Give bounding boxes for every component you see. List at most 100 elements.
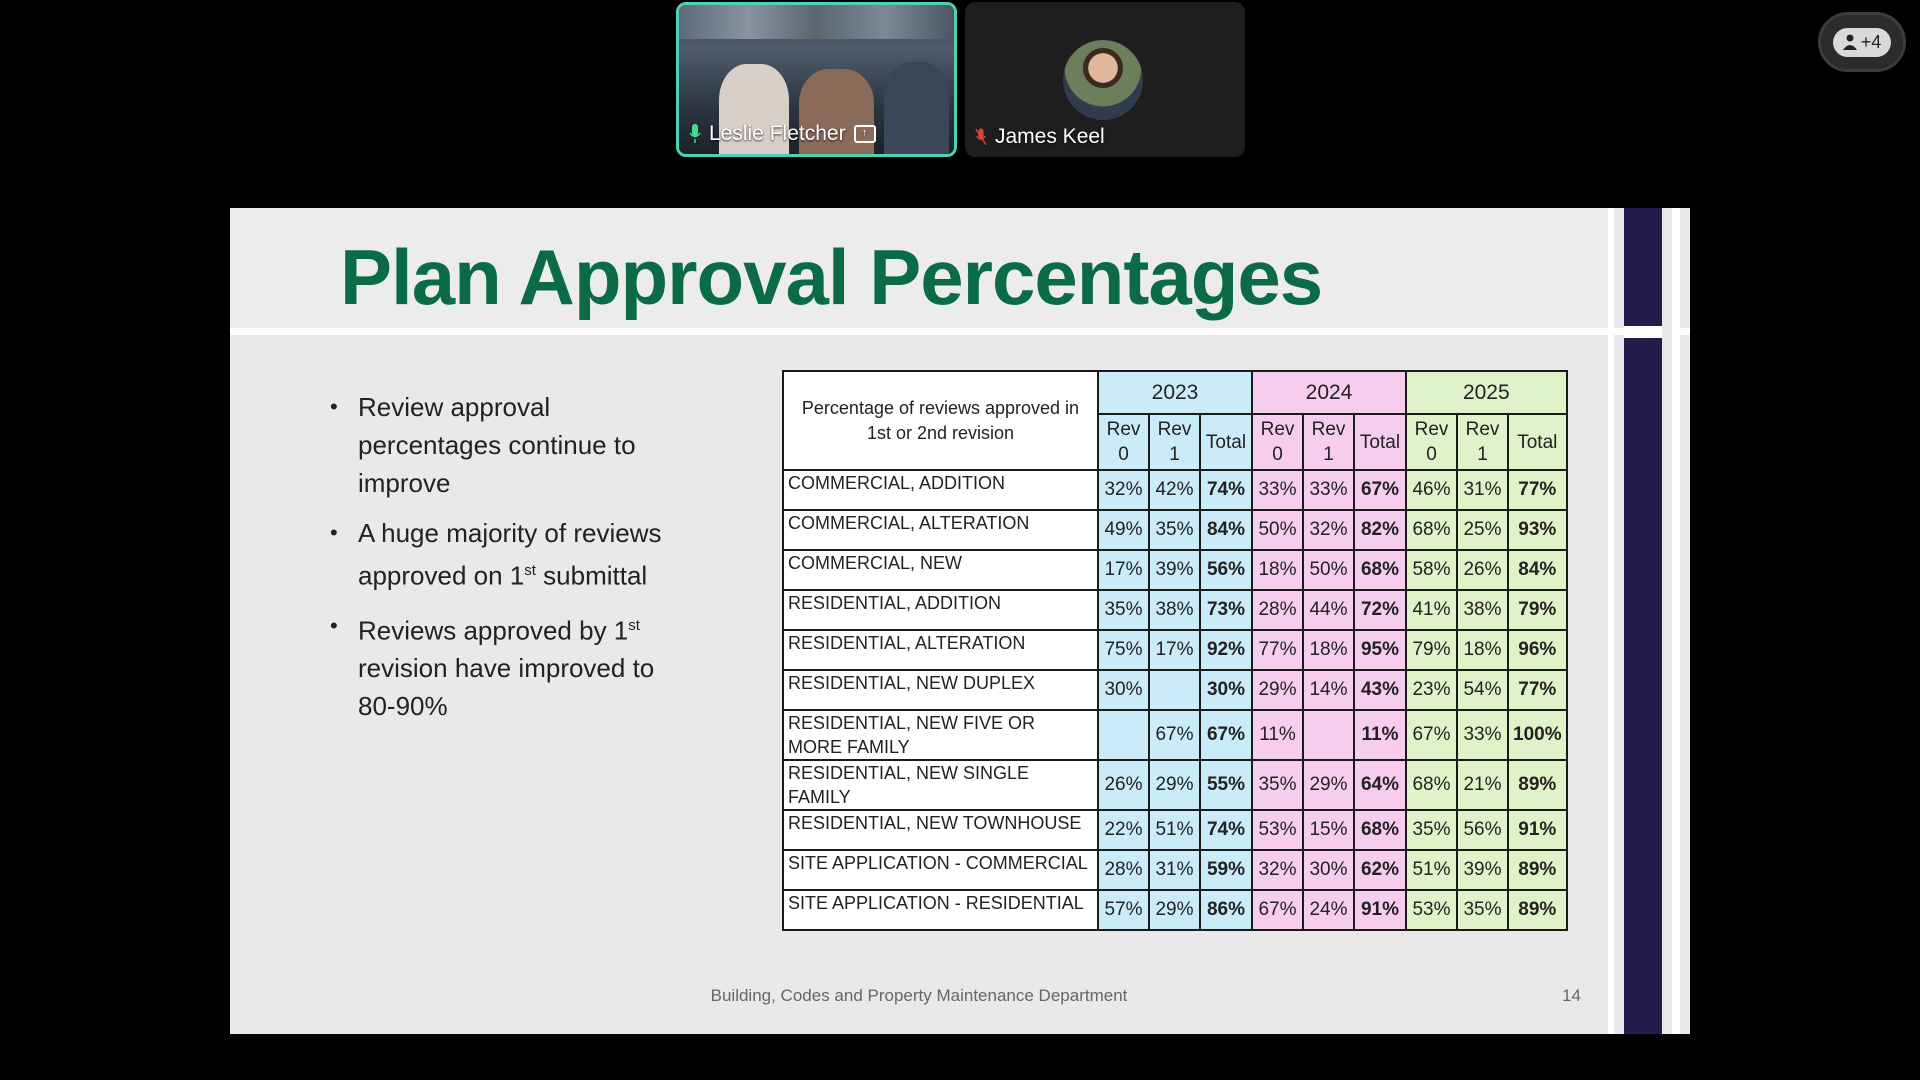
table-header-label: Percentage of reviews approved in 1st or…: [782, 370, 1099, 471]
table-row: SITE APPLICATION - COMMERCIAL 28% 31% 59% 32…: [782, 849, 1568, 891]
value-cell: 35%: [1097, 589, 1150, 631]
participant-name: James Keel: [995, 125, 1105, 148]
table-row: RESIDENTIAL, NEW TOWNHOUSE 22% 51% 74% 53% 15…: [782, 809, 1568, 851]
row-label: RESIDENTIAL, NEW TOWNHOUSE: [782, 809, 1099, 851]
value-cell: 33%: [1456, 709, 1509, 761]
sub-header: Rev 1: [1456, 413, 1509, 471]
value-cell: 17%: [1097, 549, 1150, 591]
value-cell: 50%: [1251, 509, 1304, 551]
total-cell: 59%: [1199, 849, 1253, 891]
more-participants-button[interactable]: +4: [1818, 12, 1906, 72]
bullet-list: Review approval percentages continue to …: [330, 388, 690, 737]
total-cell: 77%: [1507, 669, 1568, 711]
total-cell: 68%: [1353, 549, 1407, 591]
value-cell: 25%: [1456, 509, 1509, 551]
total-cell: 93%: [1507, 509, 1568, 551]
year-header: 2024: [1251, 370, 1407, 415]
value-cell: 11%: [1251, 709, 1304, 761]
sub-header: Rev 0: [1097, 413, 1150, 471]
sub-header: Total: [1199, 413, 1253, 471]
total-cell: 91%: [1353, 889, 1407, 931]
year-header: 2025: [1405, 370, 1568, 415]
participant-label: Leslie Fletcher ↑: [689, 122, 876, 146]
value-cell: 75%: [1097, 629, 1150, 671]
participant-label: James Keel: [975, 125, 1105, 149]
participant-tile-active[interactable]: Leslie Fletcher ↑: [676, 2, 957, 157]
row-label: RESIDENTIAL, ALTERATION: [782, 629, 1099, 671]
value-cell: 31%: [1148, 849, 1201, 891]
value-cell: 46%: [1405, 469, 1458, 511]
value-cell: 32%: [1097, 469, 1150, 511]
total-cell: 55%: [1199, 759, 1253, 811]
more-participants-count: +4: [1860, 31, 1882, 52]
row-label: SITE APPLICATION - RESIDENTIAL: [782, 889, 1099, 931]
total-cell: 82%: [1353, 509, 1407, 551]
value-cell: 18%: [1456, 629, 1509, 671]
bullet-item: Reviews approved by 1st revision have im…: [330, 607, 690, 726]
value-cell: 53%: [1405, 889, 1458, 931]
value-cell: 26%: [1456, 549, 1509, 591]
row-label: COMMERCIAL, ADDITION: [782, 469, 1099, 511]
row-label: RESIDENTIAL, NEW SINGLE FAMILY: [782, 759, 1099, 811]
value-cell: 35%: [1405, 809, 1458, 851]
table-row: RESIDENTIAL, NEW DUPLEX 30% 30% 29% 14% 43% 23…: [782, 669, 1568, 711]
approval-table: Percentage of reviews approved in 1st or…: [782, 370, 1568, 931]
value-cell: 26%: [1097, 759, 1150, 811]
value-cell: 30%: [1097, 669, 1150, 711]
total-cell: 89%: [1507, 849, 1568, 891]
value-cell: 51%: [1148, 809, 1201, 851]
value-cell: 33%: [1302, 469, 1355, 511]
value-cell: 77%: [1251, 629, 1304, 671]
total-cell: 86%: [1199, 889, 1253, 931]
total-cell: 67%: [1199, 709, 1253, 761]
total-cell: 64%: [1353, 759, 1407, 811]
value-cell: 54%: [1456, 669, 1509, 711]
value-cell: 29%: [1302, 759, 1355, 811]
value-cell: 22%: [1097, 809, 1150, 851]
total-cell: 89%: [1507, 889, 1568, 931]
participant-tile[interactable]: James Keel: [965, 2, 1245, 157]
table-row: RESIDENTIAL, NEW FIVE OR MORE FAMILY 67% 6…: [782, 709, 1568, 761]
total-cell: 89%: [1507, 759, 1568, 811]
total-cell: 74%: [1199, 469, 1253, 511]
value-cell: 51%: [1405, 849, 1458, 891]
value-cell: 21%: [1456, 759, 1509, 811]
person-icon: [1842, 34, 1857, 50]
bullet-item: A huge majority of reviews approved on 1…: [330, 514, 690, 595]
shared-slide: Plan Approval Percentages Review approva…: [230, 208, 1690, 1034]
slide-footer: Building, Codes and Property Maintenance…: [710, 986, 1128, 1005]
value-cell: 29%: [1251, 669, 1304, 711]
total-cell: 96%: [1507, 629, 1568, 671]
table-row: COMMERCIAL, ADDITION 32% 42% 74% 33% 33% 67% 46…: [782, 469, 1568, 511]
value-cell: 56%: [1456, 809, 1509, 851]
table-row: RESIDENTIAL, ADDITION 35% 38% 73% 28% 44% 72% 4…: [782, 589, 1568, 631]
sub-header: Rev 0: [1251, 413, 1304, 471]
sub-header: Total: [1353, 413, 1407, 471]
row-label: COMMERCIAL, ALTERATION: [782, 509, 1099, 551]
total-cell: 30%: [1199, 669, 1253, 711]
title-divider: [230, 328, 1690, 335]
total-cell: 74%: [1199, 809, 1253, 851]
total-cell: 84%: [1199, 509, 1253, 551]
value-cell: [1097, 709, 1150, 761]
value-cell: 28%: [1097, 849, 1150, 891]
value-cell: 50%: [1302, 549, 1355, 591]
bullet-item: Review approval percentages continue to …: [330, 388, 690, 502]
table-row: COMMERCIAL, ALTERATION 49% 35% 84% 50% 32% 82%…: [782, 509, 1568, 551]
microphone-icon: [689, 124, 701, 143]
value-cell: 39%: [1148, 549, 1201, 591]
row-label: RESIDENTIAL, NEW DUPLEX: [782, 669, 1099, 711]
value-cell: 57%: [1097, 889, 1150, 931]
value-cell: 38%: [1148, 589, 1201, 631]
table-row: SITE APPLICATION - RESIDENTIAL 57% 29% 86% 6…: [782, 889, 1568, 931]
total-cell: 92%: [1199, 629, 1253, 671]
participant-video: [679, 5, 954, 154]
total-cell: 84%: [1507, 549, 1568, 591]
slide-title: Plan Approval Percentages: [340, 233, 1323, 321]
total-cell: 73%: [1199, 589, 1253, 631]
avatar: [1063, 40, 1143, 120]
row-label: RESIDENTIAL, NEW FIVE OR MORE FAMILY: [782, 709, 1099, 761]
value-cell: 53%: [1251, 809, 1304, 851]
total-cell: 62%: [1353, 849, 1407, 891]
value-cell: 41%: [1405, 589, 1458, 631]
